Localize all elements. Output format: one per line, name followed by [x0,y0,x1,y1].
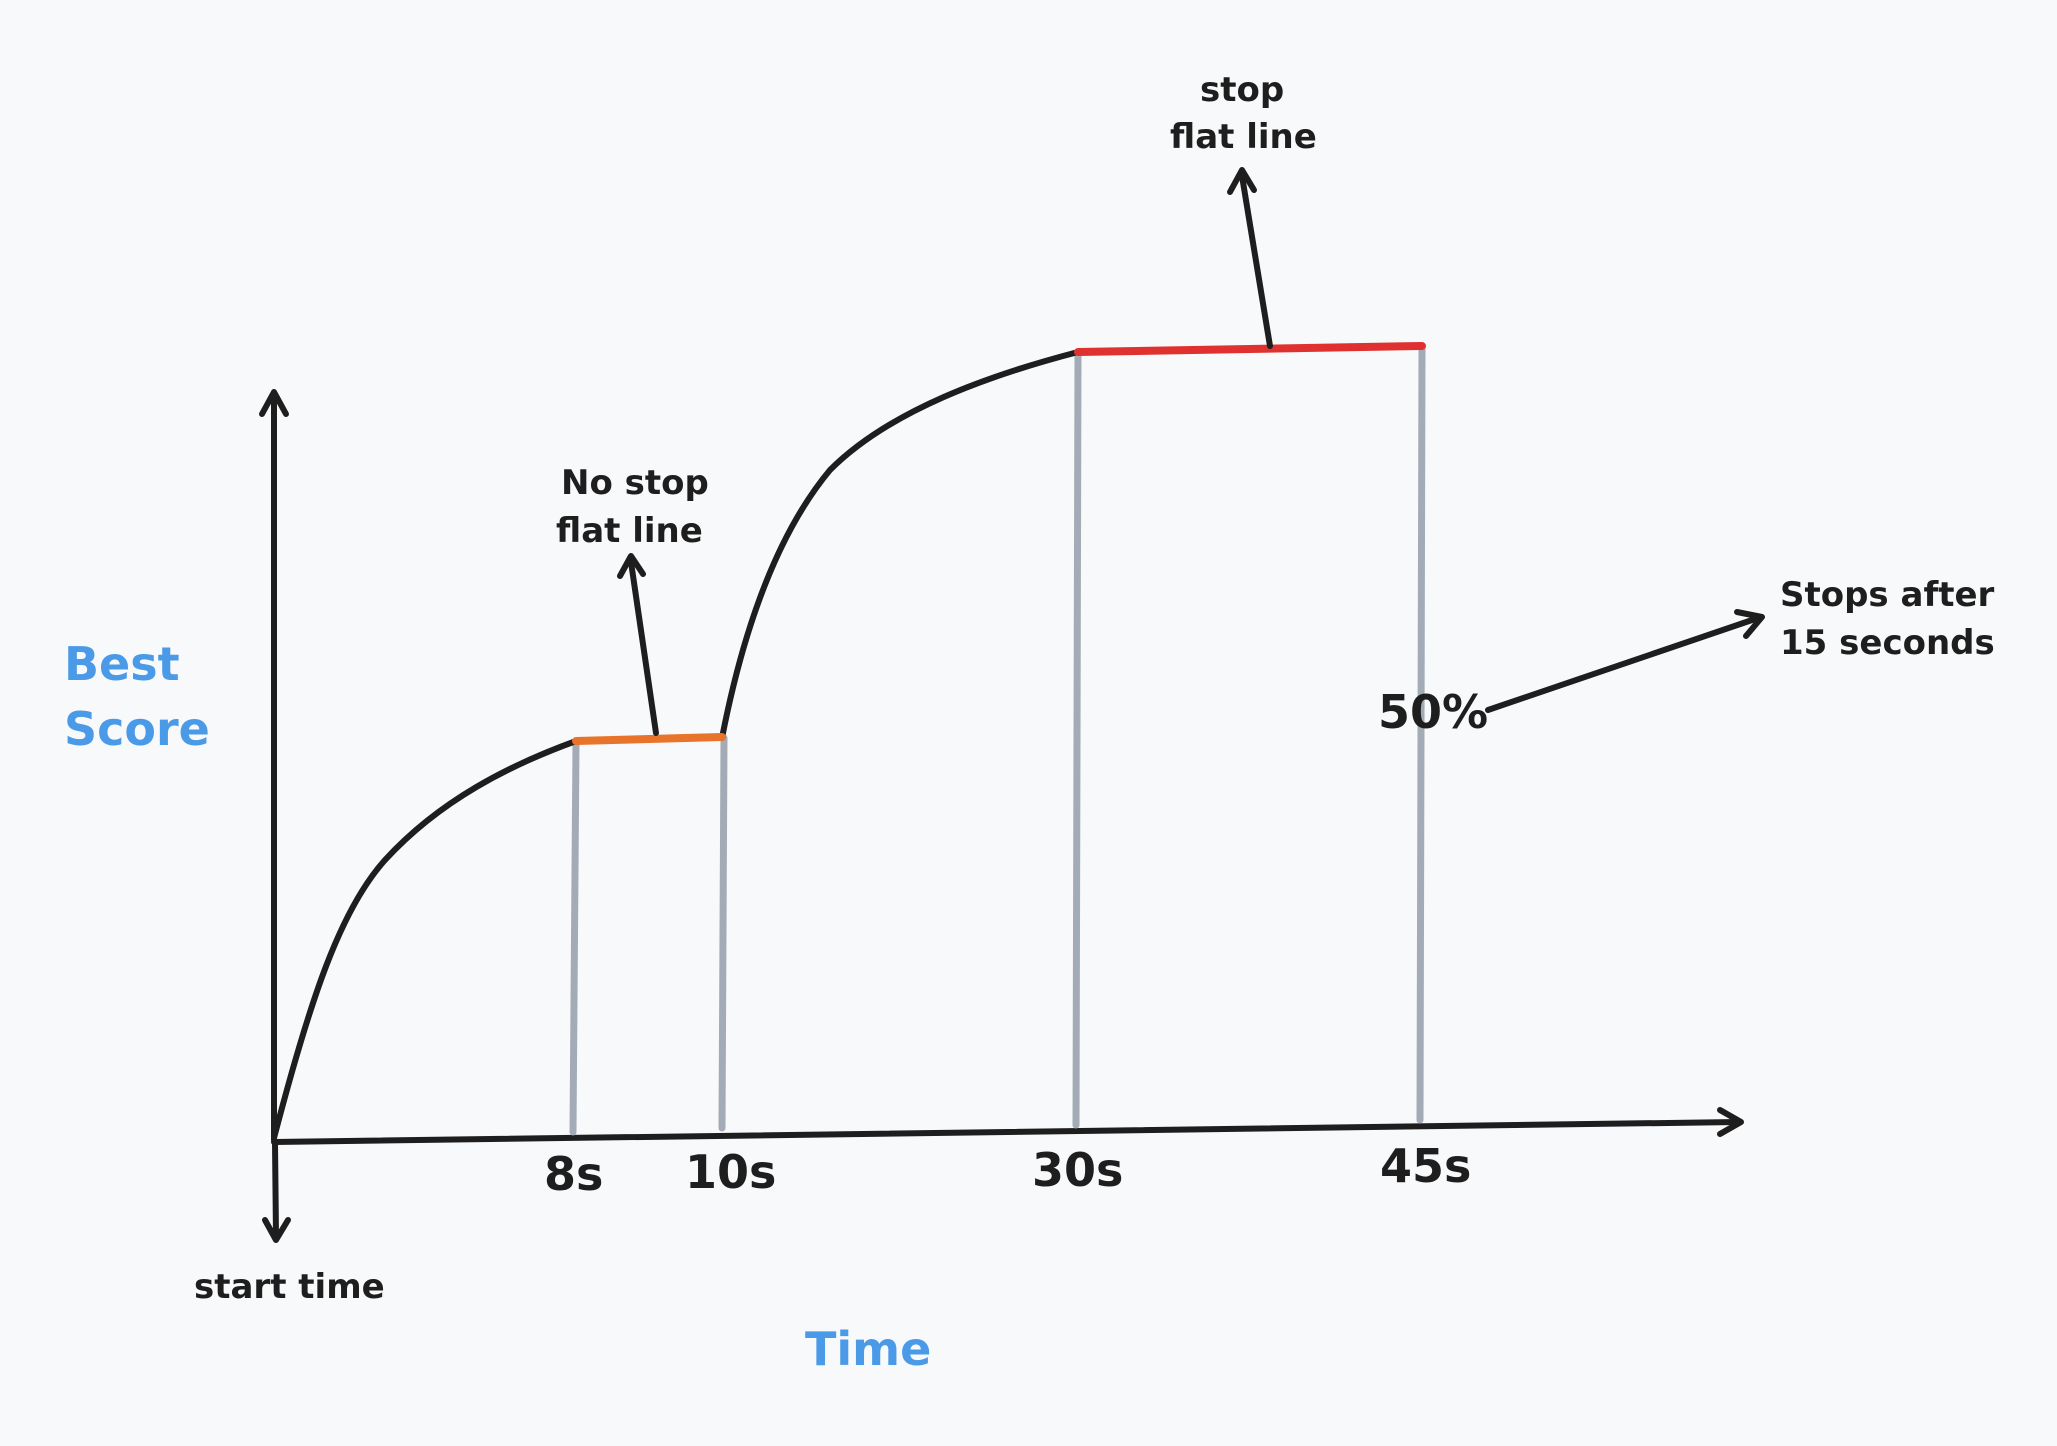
no-stop-arrow [628,559,659,736]
guide-line-45s [1416,344,1426,1124]
no-stop-flat-segment [572,733,726,745]
no-stop-arrowhead [617,553,646,579]
stop-flat-segment [1074,342,1426,356]
score-curve-first-rise [271,738,579,1141]
stop-label-line2: flat line [1170,117,1317,157]
tick-label-10s: 10s [685,1145,776,1199]
no-stop-label-line2: flat line [556,511,703,551]
x-axis [271,1119,1741,1145]
stops-after-arrowhead [1734,609,1765,639]
start-time-arrow [272,1140,279,1239]
stops-after-arrow [1485,615,1761,713]
start-time-label: start time [194,1267,385,1307]
start-time-arrowhead [262,1217,291,1243]
stop-arrow [1239,173,1273,349]
y-axis-arrowhead [259,389,289,417]
y-axis-title-line1: Best [64,637,180,691]
guide-line-8s [569,738,580,1136]
stop-label-line1: stop [1200,70,1284,110]
stop-arrowhead [1227,167,1257,195]
stops-after-label-line1: Stops after [1780,575,1995,615]
tick-label-8s: 8s [544,1147,603,1201]
guide-line-30s [1072,349,1082,1129]
stops-after-label-line2: 15 seconds [1780,623,1995,663]
x-axis-title: Time [805,1322,931,1376]
percent-label: 50% [1378,685,1488,739]
y-axis-title-line2: Score [64,702,210,756]
x-axis-arrowhead [1717,1107,1744,1137]
tick-label-30s: 30s [1032,1143,1123,1197]
guide-line-10s [718,734,728,1132]
tick-label-45s: 45s [1380,1139,1471,1193]
no-stop-label-line1: No stop [561,463,709,503]
score-curve-second-rise [719,349,1081,741]
